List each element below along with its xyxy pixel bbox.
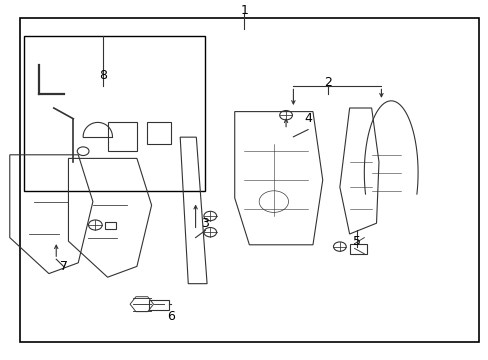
Bar xyxy=(149,300,168,310)
Text: 7: 7 xyxy=(60,260,67,273)
Bar xyxy=(24,36,205,191)
Text: 1: 1 xyxy=(240,4,248,17)
Text: 5: 5 xyxy=(352,235,360,248)
Bar xyxy=(146,122,171,144)
Bar xyxy=(105,222,116,229)
Text: 6: 6 xyxy=(167,310,175,323)
Text: 2: 2 xyxy=(323,76,331,89)
Text: 8: 8 xyxy=(99,69,106,82)
Bar xyxy=(107,122,137,151)
Text: 4: 4 xyxy=(304,112,311,125)
Text: 3: 3 xyxy=(201,217,209,230)
Bar xyxy=(349,244,366,254)
